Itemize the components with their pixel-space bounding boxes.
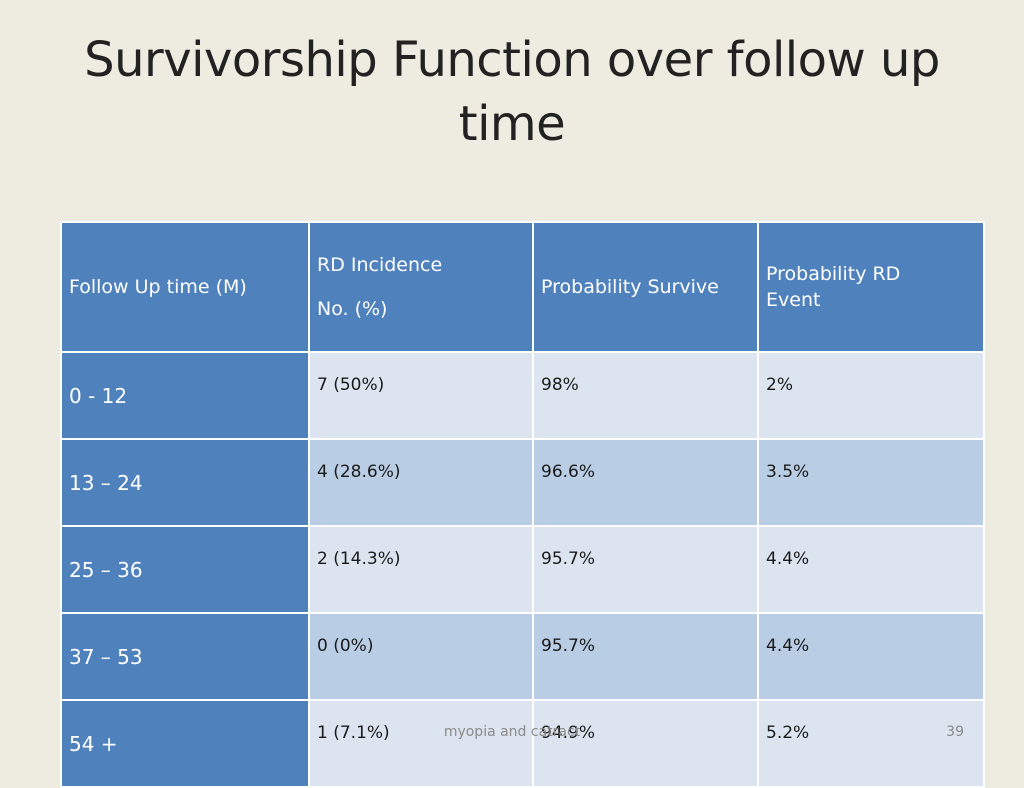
row-survive: 96.6% [532, 438, 759, 527]
row-event: 2% [757, 351, 985, 440]
row-survive: 98% [532, 351, 759, 440]
header-probability-survive: Probability Survive [532, 221, 759, 353]
row-time: 0 - 12 [60, 351, 310, 440]
footer-text: myopia and catract [443, 724, 581, 740]
page-number: 39 [946, 724, 964, 740]
row-incidence: 7 (50%) [308, 351, 534, 440]
header-probability-rd-event: Probability RD Event [757, 221, 985, 353]
header-rd-incidence-line2: No. (%) [317, 298, 388, 320]
row-time: 13 – 24 [60, 438, 310, 527]
row-survive: 95.7% [532, 525, 759, 614]
row-survive: 94.9% [532, 699, 759, 788]
slide-title: Survivorship Function over follow up tim… [84, 32, 940, 152]
row-event: 5.2% [757, 699, 985, 788]
table-row: 13 – 24 4 (28.6%) 96.6% 3.5% [60, 438, 985, 527]
table-row: 37 – 53 0 (0%) 95.7% 4.4% [60, 612, 985, 701]
row-event: 4.4% [757, 612, 985, 701]
row-time: 37 – 53 [60, 612, 310, 701]
table-row: 0 - 12 7 (50%) 98% 2% [60, 351, 985, 440]
row-incidence: 2 (14.3%) [308, 525, 534, 614]
header-probability-rd-line1: Probability RD [766, 263, 901, 285]
header-probability-rd-line2: Event [766, 289, 821, 311]
table-row: 25 – 36 2 (14.3%) 95.7% 4.4% [60, 525, 985, 614]
row-incidence: 0 (0%) [308, 612, 534, 701]
row-incidence: 1 (7.1%) [308, 699, 534, 788]
row-time: 54 + [60, 699, 310, 788]
survivorship-table: Follow Up time (M) RD Incidence No. (%) … [60, 221, 985, 788]
row-time: 25 – 36 [60, 525, 310, 614]
header-rd-incidence: RD Incidence No. (%) [308, 221, 534, 353]
table-row: 54 + 1 (7.1%) 94.9% 5.2% [60, 699, 985, 788]
row-incidence: 4 (28.6%) [308, 438, 534, 527]
row-event: 3.5% [757, 438, 985, 527]
row-event: 4.4% [757, 525, 985, 614]
table-header-row: Follow Up time (M) RD Incidence No. (%) … [60, 221, 985, 353]
row-survive: 95.7% [532, 612, 759, 701]
header-rd-incidence-line1: RD Incidence [317, 254, 443, 276]
header-follow-up-time: Follow Up time (M) [60, 221, 310, 353]
